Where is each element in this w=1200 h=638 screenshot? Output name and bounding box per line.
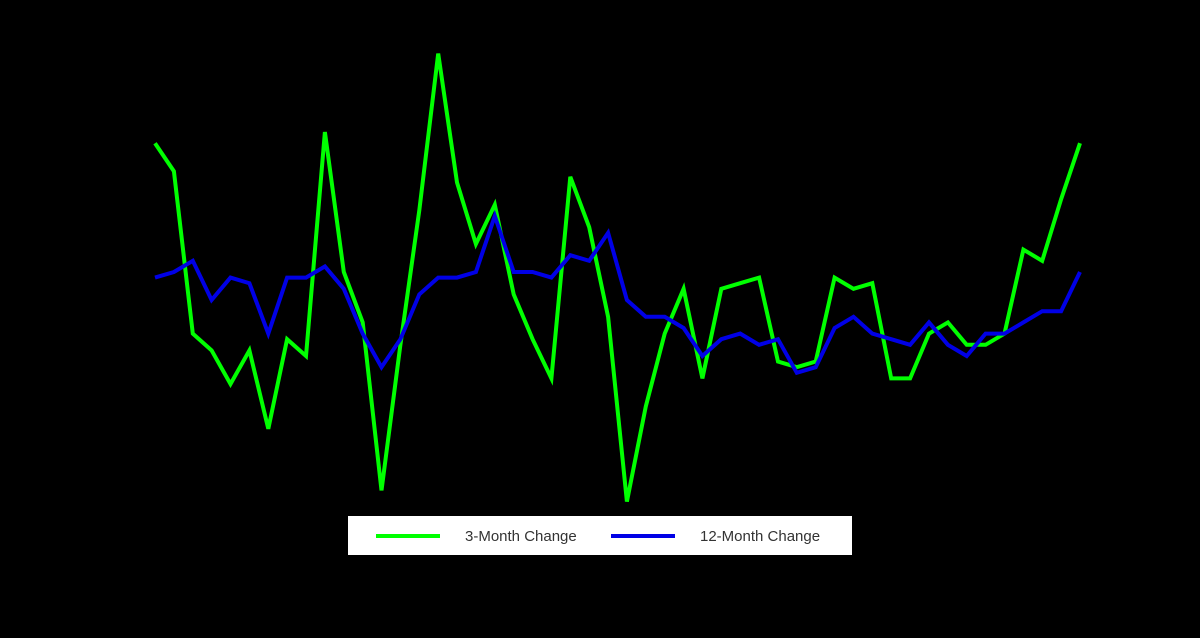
legend-label-12-month: 12-Month Change: [700, 528, 820, 545]
series-line-12-month-change: [154, 209, 1082, 376]
plot-area: [153, 53, 1082, 502]
legend: 3-Month Change 12-Month Change: [348, 516, 852, 555]
series-line-3-month-change: [153, 53, 1082, 502]
legend-label-3-month: 3-Month Change: [465, 528, 577, 545]
